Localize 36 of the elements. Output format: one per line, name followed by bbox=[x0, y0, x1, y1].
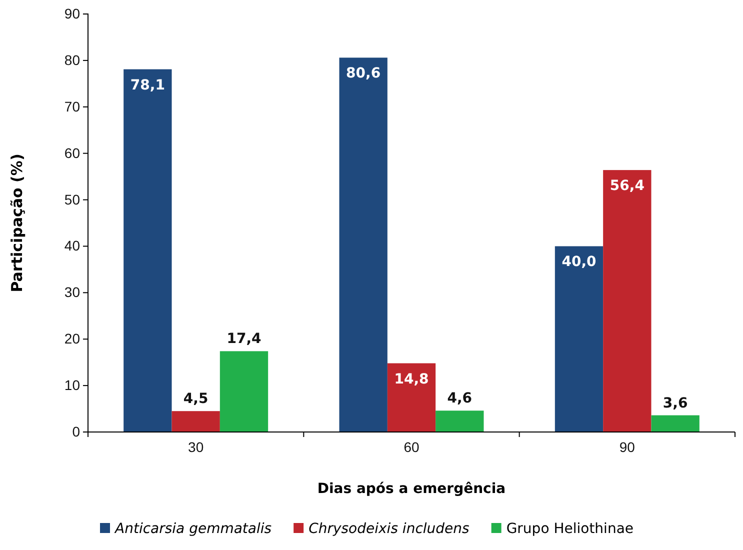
bar bbox=[436, 410, 484, 432]
y-tick-label: 0 bbox=[72, 423, 80, 440]
data-label: 17,4 bbox=[226, 331, 262, 348]
y-tick-label: 80 bbox=[64, 52, 80, 68]
bar bbox=[220, 351, 268, 432]
y-tick-label: 10 bbox=[64, 377, 80, 394]
x-tick-label: 60 bbox=[404, 438, 420, 455]
y-tick-label: 40 bbox=[64, 238, 80, 254]
data-label: 80,6 bbox=[346, 66, 381, 82]
bar bbox=[387, 363, 436, 432]
x-tick-label: 90 bbox=[619, 438, 636, 455]
x-axis-title: Dias após a emergência bbox=[317, 481, 506, 497]
y-axis-title: Participação (%) bbox=[8, 154, 26, 292]
bar bbox=[651, 415, 700, 432]
data-label: 3,6 bbox=[662, 395, 688, 412]
y-tick-label: 20 bbox=[64, 330, 80, 347]
data-label: 78,1 bbox=[130, 77, 165, 94]
legend-label: Grupo Heliothinae bbox=[506, 521, 634, 537]
legend-label: Chrysodeixis includens bbox=[308, 521, 470, 537]
bar bbox=[339, 58, 388, 432]
bar bbox=[124, 69, 172, 432]
data-label: 4,6 bbox=[447, 390, 472, 407]
data-label: 56,4 bbox=[610, 178, 645, 194]
y-tick-label: 70 bbox=[64, 98, 80, 114]
bar bbox=[172, 411, 220, 432]
y-tick-label: 50 bbox=[64, 191, 80, 208]
bar bbox=[554, 246, 604, 432]
legend-label: Anticarsia gemmatalis bbox=[114, 521, 272, 537]
y-tick-label: 60 bbox=[64, 144, 80, 161]
bar bbox=[603, 170, 652, 432]
data-label: 14,8 bbox=[394, 371, 429, 388]
data-label: 4,5 bbox=[183, 391, 208, 408]
y-tick-label: 90 bbox=[64, 5, 80, 22]
data-label: 40,0 bbox=[562, 254, 597, 270]
x-tick-label: 30 bbox=[188, 438, 204, 455]
y-tick-label: 30 bbox=[64, 284, 80, 300]
